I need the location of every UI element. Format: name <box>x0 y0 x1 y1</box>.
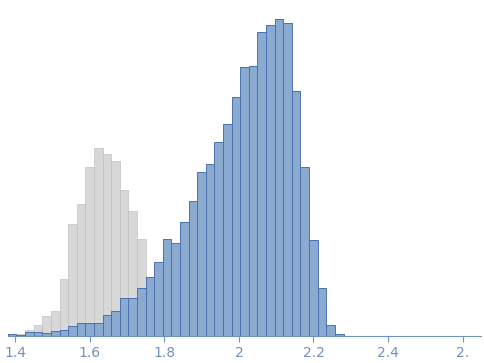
Bar <box>180 331 189 336</box>
Bar <box>326 325 335 336</box>
Bar <box>154 262 163 336</box>
Bar <box>171 330 180 336</box>
Bar <box>85 323 94 336</box>
Bar <box>103 315 111 336</box>
Bar <box>68 326 77 336</box>
Bar <box>309 240 318 336</box>
Bar <box>197 172 206 336</box>
Bar <box>16 335 25 336</box>
Bar <box>128 298 137 336</box>
Bar <box>146 286 154 336</box>
Bar <box>318 287 326 336</box>
Bar <box>120 189 128 336</box>
Bar <box>111 161 120 336</box>
Bar <box>34 326 42 336</box>
Bar <box>146 277 154 336</box>
Bar <box>68 224 77 336</box>
Bar <box>335 334 344 336</box>
Bar <box>25 332 34 336</box>
Bar <box>16 334 25 336</box>
Bar <box>240 68 249 336</box>
Bar <box>171 242 180 336</box>
Bar <box>111 311 120 336</box>
Bar <box>197 335 206 336</box>
Bar <box>103 154 111 336</box>
Bar <box>60 279 68 336</box>
Bar <box>232 97 240 336</box>
Bar <box>223 125 232 336</box>
Bar <box>137 287 146 336</box>
Bar <box>214 143 223 336</box>
Bar <box>25 330 34 336</box>
Bar <box>60 330 68 336</box>
Bar <box>189 333 197 336</box>
Bar <box>163 239 171 336</box>
Bar <box>154 307 163 336</box>
Bar <box>206 164 214 336</box>
Bar <box>85 167 94 336</box>
Bar <box>163 317 171 336</box>
Bar <box>274 19 283 336</box>
Bar <box>128 211 137 336</box>
Bar <box>77 323 85 336</box>
Bar <box>120 298 128 336</box>
Bar <box>301 167 309 336</box>
Bar <box>51 331 60 336</box>
Bar <box>51 311 60 336</box>
Bar <box>137 239 146 336</box>
Bar <box>266 25 274 336</box>
Bar <box>257 32 266 336</box>
Bar <box>283 23 292 336</box>
Bar <box>189 200 197 336</box>
Bar <box>42 333 51 336</box>
Bar <box>292 91 301 336</box>
Bar <box>77 204 85 336</box>
Bar <box>8 334 16 336</box>
Bar <box>249 66 257 336</box>
Bar <box>42 316 51 336</box>
Bar <box>94 148 103 336</box>
Bar <box>34 332 42 336</box>
Bar <box>94 323 103 336</box>
Bar <box>180 222 189 336</box>
